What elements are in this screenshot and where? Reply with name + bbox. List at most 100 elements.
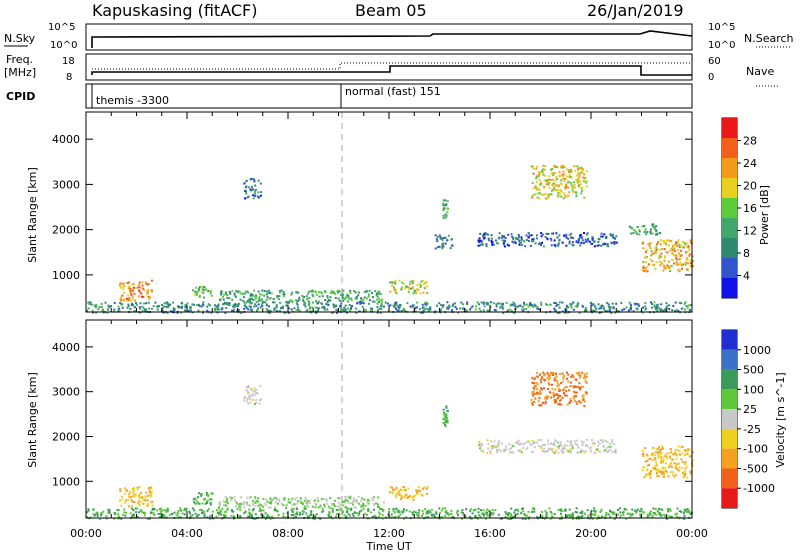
heatmap-cell (487, 302, 489, 305)
heatmap-cell (381, 517, 384, 520)
heatmap-cell (194, 502, 197, 505)
heatmap-cell (354, 511, 357, 514)
heatmap-cell (417, 489, 420, 492)
heatmap-cell (144, 496, 147, 499)
heatmap-cell (138, 511, 140, 514)
heatmap-cell (244, 186, 247, 189)
heatmap-cell (246, 398, 249, 400)
heatmap-cell (657, 452, 659, 455)
heatmap-cell (466, 301, 469, 304)
heatmap-cell (654, 267, 657, 270)
heatmap-cell (482, 309, 485, 312)
heatmap-cell (412, 499, 415, 501)
heatmap-cell (421, 303, 424, 306)
heatmap-cell (220, 290, 222, 293)
heatmap-cell (484, 517, 487, 520)
heatmap-cell (633, 302, 636, 305)
heatmap-cell (283, 516, 286, 519)
heatmap-cell (314, 514, 317, 517)
heatmap-cell (161, 515, 164, 518)
heatmap-cell (649, 247, 652, 250)
heatmap-cell (564, 187, 567, 190)
heatmap-cell (538, 445, 541, 448)
heatmap-cell (551, 232, 553, 235)
heatmap-cell (518, 235, 520, 238)
heatmap-cell (662, 471, 665, 474)
heatmap-cell (297, 299, 299, 302)
heatmap-cell (261, 289, 264, 292)
heatmap-cell (181, 512, 184, 515)
heatmap-cell (597, 241, 600, 243)
heatmap-cell (585, 391, 588, 394)
heatmap-cell (386, 302, 389, 305)
heatmap-cell (105, 515, 108, 518)
heatmap-cell (661, 248, 664, 250)
heatmap-cell (368, 499, 371, 502)
heatmap-cell (584, 238, 587, 241)
heatmap-cell (674, 254, 677, 257)
heatmap-cell (651, 454, 654, 457)
heatmap-cell (455, 307, 458, 310)
heatmap-cell (245, 385, 248, 388)
heatmap-cell (547, 195, 550, 198)
heatmap-cell (651, 260, 654, 263)
heatmap-cell (166, 312, 169, 314)
heatmap-cell (469, 515, 472, 518)
heatmap-cell (653, 252, 656, 254)
heatmap-cell (373, 515, 376, 518)
heatmap-cell (620, 301, 623, 304)
heatmap-cell (658, 469, 661, 472)
heatmap-cell (536, 165, 539, 168)
heatmap-cell (166, 508, 169, 511)
heatmap-cell (683, 508, 686, 511)
heatmap-cell (201, 303, 204, 306)
heatmap-cell (533, 384, 536, 387)
heatmap-cell (446, 421, 449, 424)
heatmap-cell (569, 440, 572, 443)
heatmap-cell (612, 306, 615, 309)
heatmap-cell (491, 243, 494, 246)
heatmap-cell (496, 450, 499, 453)
power-y-title: Slant Range [km] (26, 167, 39, 263)
heatmap-cell (258, 503, 261, 506)
velocity-colorbar-tick-label: 500 (743, 364, 764, 377)
heatmap-cell (674, 466, 677, 469)
heatmap-cell (684, 454, 686, 457)
heatmap-cell (185, 507, 188, 510)
heatmap-cell (173, 511, 176, 514)
heatmap-cell (133, 305, 136, 308)
heatmap-cell (541, 241, 543, 244)
heatmap-cell (536, 392, 539, 395)
heatmap-cell (323, 309, 326, 311)
heatmap-cell (533, 392, 536, 395)
heatmap-cell (358, 502, 361, 505)
heatmap-cell (417, 511, 420, 514)
heatmap-cell (560, 398, 563, 401)
heatmap-cell (250, 297, 253, 300)
heatmap-cell (270, 297, 273, 300)
heatmap-cell (438, 517, 441, 520)
heatmap-cell (547, 183, 550, 186)
heatmap-cell (613, 443, 616, 446)
heatmap-cell (609, 448, 612, 451)
heatmap-cell (512, 451, 515, 454)
heatmap-cell (668, 466, 671, 468)
heatmap-cell (537, 192, 540, 195)
heatmap-cell (571, 374, 574, 377)
heatmap-cell (327, 505, 330, 508)
power-colorbar-swatch (722, 238, 737, 258)
heatmap-cell (275, 497, 278, 499)
heatmap-cell (193, 501, 196, 504)
heatmap-cell (606, 244, 608, 247)
heatmap-cell (493, 444, 496, 447)
heatmap-cell (269, 496, 272, 499)
heatmap-cell (127, 285, 130, 288)
heatmap-cell (513, 311, 516, 314)
heatmap-cell (660, 469, 663, 472)
heatmap-cell (645, 249, 648, 252)
power-colorbar-swatch (722, 158, 737, 178)
heatmap-cell (421, 510, 424, 512)
heatmap-cell (147, 295, 150, 298)
heatmap-cell (240, 312, 243, 314)
